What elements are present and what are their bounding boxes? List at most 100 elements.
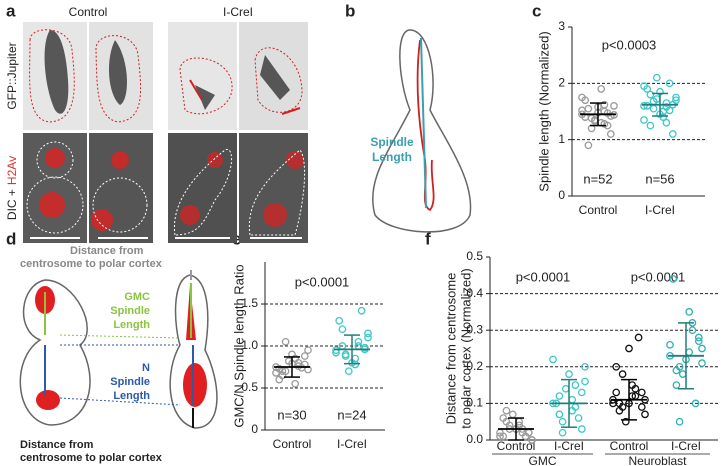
n-label: n=52 (583, 171, 612, 186)
cell-diagram (372, 29, 472, 233)
dot (694, 337, 703, 346)
dot (612, 362, 621, 371)
dot (344, 367, 353, 376)
annotation: centrosome to polar cortex (20, 258, 163, 270)
group-label: GMC (529, 454, 557, 466)
x-tick-label: I-CreI (554, 439, 584, 453)
dot (549, 355, 557, 364)
panel-label: f (425, 229, 431, 248)
dot (584, 141, 593, 150)
dot (603, 109, 612, 118)
dot (571, 381, 580, 389)
dot (640, 82, 648, 91)
annotation: centrosome to polar cortex (20, 452, 163, 464)
panel-label: a (6, 1, 16, 20)
y-tick-label: 0.5 (466, 249, 483, 263)
n-label: n=30 (277, 407, 306, 422)
annotation: N (142, 362, 150, 374)
row-label-part: H2Av (5, 156, 19, 185)
dot (666, 340, 674, 349)
dot (555, 410, 564, 419)
row-label-part: DIC + (5, 189, 19, 220)
dot (646, 90, 655, 99)
dot (646, 121, 655, 130)
dot (685, 348, 694, 357)
dot (618, 370, 627, 378)
dot (685, 308, 694, 316)
dot (600, 120, 609, 128)
y-axis-label: Distance from centrosome (443, 273, 458, 425)
dot (641, 410, 649, 419)
p-value: p<0.0001 (295, 274, 350, 289)
annotation: Distance from (70, 245, 144, 257)
dot (275, 364, 284, 373)
dot (610, 102, 618, 110)
p-value: p<0.0001 (631, 269, 686, 284)
x-tick-label: Control (579, 203, 618, 217)
y-tick-label: 0.0 (466, 432, 483, 446)
dot (652, 73, 661, 82)
dot (665, 106, 674, 115)
dot (499, 432, 508, 441)
panel-label: d (6, 229, 16, 248)
dot (640, 116, 648, 124)
y-axis-label: GMC/N Spindle length Ratio (231, 264, 246, 427)
dot (625, 344, 633, 353)
y-axis-label: Spindle length (Normalized) (536, 31, 551, 191)
dot (659, 113, 668, 121)
y-tick-label: 0.4 (466, 286, 483, 300)
x-tick-label: I-CreI (671, 439, 701, 453)
dot (672, 366, 681, 375)
y-tick-label: 0 (251, 422, 258, 436)
group-label: Neuroblast (628, 454, 687, 466)
dot (581, 377, 589, 386)
dot (291, 379, 300, 388)
dot (675, 417, 684, 426)
dot (634, 333, 643, 342)
dot (351, 360, 360, 369)
dot (698, 344, 706, 353)
dot (662, 118, 671, 127)
panel-label: b (345, 1, 355, 20)
column-label: I-CreI (223, 5, 253, 19)
dot (335, 316, 344, 325)
row-label: GFP::Jupiter (5, 42, 19, 109)
annotation: Spindle (110, 305, 150, 317)
dot (672, 93, 680, 102)
dot (496, 432, 504, 441)
y-tick-label: 0.1 (466, 396, 483, 410)
dot (578, 106, 586, 115)
dot (568, 395, 577, 404)
dot (649, 104, 658, 113)
cell-diagram (19, 270, 218, 429)
n-label: n=56 (645, 171, 674, 186)
y-tick-label: 0.5 (241, 380, 258, 394)
dot (275, 375, 284, 384)
panel-label: c (532, 1, 541, 20)
x-tick-label: Control (610, 439, 649, 453)
dot (694, 333, 703, 342)
dot (508, 410, 517, 419)
micrographs (23, 22, 308, 243)
y-tick-label: 3 (558, 19, 565, 33)
annotation: Length (372, 150, 412, 164)
dot (637, 403, 646, 411)
dot (668, 130, 677, 138)
dot (577, 425, 586, 433)
dot (665, 79, 674, 88)
dot (338, 325, 347, 334)
y-tick-label: 0.2 (466, 359, 483, 373)
annotation: Length (113, 390, 150, 402)
dot (584, 104, 593, 113)
dot (631, 384, 640, 393)
dot (600, 100, 609, 109)
dot (561, 384, 570, 393)
dot (615, 406, 624, 415)
y-tick-label: 1 (558, 132, 565, 146)
n-label: n=24 (337, 407, 366, 422)
p-value: p<0.0001 (516, 269, 571, 284)
dot (621, 417, 630, 426)
dot (300, 352, 309, 360)
p-value: p<0.0003 (602, 37, 657, 52)
